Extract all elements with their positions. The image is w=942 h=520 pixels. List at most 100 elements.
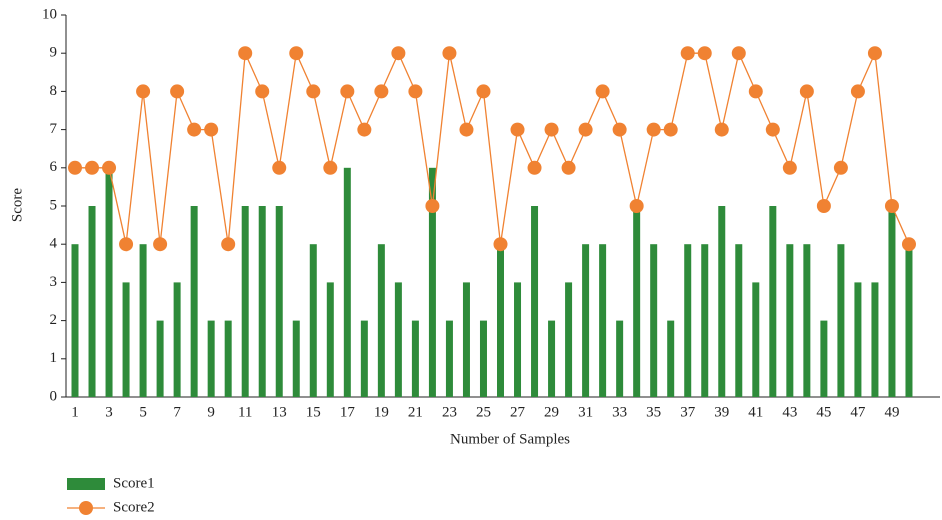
x-tick-label: 47: [850, 404, 866, 420]
y-tick-label: 5: [50, 197, 58, 213]
bar: [667, 320, 675, 397]
x-tick-label: 41: [748, 404, 763, 420]
bar: [394, 282, 402, 397]
marker: [391, 46, 406, 61]
marker: [153, 237, 168, 252]
marker: [629, 199, 644, 213]
marker: [561, 160, 576, 175]
x-tick-label: 5: [139, 404, 147, 420]
bar: [224, 320, 232, 397]
x-tick-label: 33: [612, 404, 627, 420]
marker: [357, 122, 372, 137]
bar: [650, 244, 658, 397]
bar: [309, 244, 317, 397]
bar: [343, 167, 351, 397]
bar: [292, 320, 300, 397]
marker: [782, 160, 797, 175]
x-tick-label: 1: [71, 404, 79, 420]
x-tick-label: 39: [714, 404, 729, 420]
x-tick-label: 23: [442, 404, 457, 420]
x-tick-label: 37: [680, 404, 696, 420]
bar: [105, 167, 113, 397]
marker: [459, 122, 474, 137]
marker: [884, 199, 899, 213]
marker: [136, 84, 151, 99]
y-tick-label: 4: [50, 236, 58, 252]
y-tick-label: 2: [50, 312, 58, 328]
marker: [527, 160, 542, 175]
bar: [479, 320, 487, 397]
marker: [816, 199, 831, 213]
marker: [272, 160, 287, 175]
bar: [854, 282, 862, 397]
bar: [360, 320, 368, 397]
legend-label: Score1: [113, 475, 155, 491]
bar: [582, 244, 590, 397]
bar: [88, 206, 96, 397]
legend-swatch: [67, 478, 105, 490]
marker: [442, 46, 457, 61]
bar: [173, 282, 181, 397]
marker: [714, 122, 729, 137]
marker: [901, 237, 916, 252]
y-tick-label: 9: [50, 45, 58, 61]
marker: [833, 160, 848, 175]
bar: [428, 167, 436, 397]
bar: [497, 244, 504, 397]
x-tick-label: 45: [816, 404, 831, 420]
marker: [289, 46, 304, 61]
marker: [595, 84, 610, 99]
x-tick-label: 11: [238, 404, 252, 420]
marker: [425, 199, 440, 213]
bar: [684, 244, 692, 397]
bar: [122, 282, 130, 397]
y-tick-label: 6: [50, 159, 58, 175]
marker: [68, 160, 82, 175]
bar: [616, 320, 624, 397]
marker: [119, 237, 134, 252]
marker: [170, 84, 185, 99]
bar: [735, 244, 743, 397]
x-tick-label: 31: [578, 404, 593, 420]
marker: [510, 122, 525, 137]
y-tick-label: 8: [50, 83, 58, 99]
bar: [207, 320, 215, 397]
bar: [71, 244, 79, 397]
marker: [204, 122, 219, 137]
marker: [578, 122, 593, 137]
marker: [663, 122, 678, 137]
y-tick-label: 3: [50, 274, 58, 290]
x-tick-label: 49: [884, 404, 899, 420]
bar: [548, 320, 556, 397]
marker: [187, 122, 202, 137]
marker: [85, 160, 100, 175]
bar: [514, 282, 522, 397]
bar: [377, 244, 385, 397]
bar: [275, 206, 283, 397]
marker: [255, 84, 270, 99]
bar: [752, 282, 760, 397]
x-tick-label: 9: [207, 404, 215, 420]
y-tick-label: 10: [42, 6, 57, 22]
marker: [799, 84, 814, 99]
x-tick-label: 15: [306, 404, 321, 420]
bar: [445, 320, 453, 397]
bar: [258, 206, 266, 397]
bar: [769, 206, 777, 397]
bar: [803, 244, 811, 397]
bar: [531, 206, 539, 397]
bar: [599, 244, 607, 397]
bar: [633, 206, 641, 397]
bar: [820, 320, 828, 397]
x-tick-label: 43: [782, 404, 797, 420]
bar: [326, 282, 334, 397]
bar: [139, 244, 147, 397]
y-tick-label: 7: [50, 121, 58, 137]
x-tick-label: 17: [340, 404, 356, 420]
marker: [731, 46, 746, 61]
bar: [565, 282, 573, 397]
marker: [680, 46, 695, 61]
bar: [905, 244, 913, 397]
marker: [850, 84, 865, 99]
